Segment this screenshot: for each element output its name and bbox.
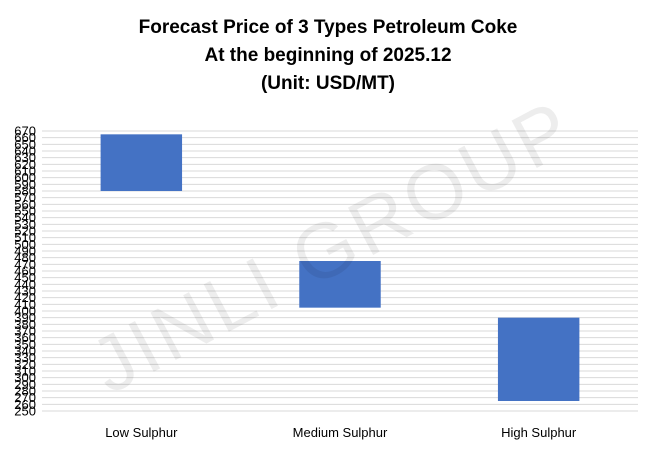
y-tick-label: 570 [14,190,36,205]
y-tick-label: 390 [14,310,36,325]
chart-title: Forecast Price of 3 Types Petroleum Coke… [139,17,518,94]
y-tick-label: 420 [14,290,36,305]
y-tick-label: 650 [14,137,36,152]
y-tick-label: 620 [14,157,36,172]
y-tick-label: 500 [14,237,36,252]
y-tick-label: 440 [14,277,36,292]
y-tick-label: 360 [14,330,36,345]
y-tick-label: 490 [14,244,36,259]
y-tick-label: 550 [14,204,36,219]
y-tick-label: 400 [14,304,36,319]
y-tick-label: 320 [14,357,36,372]
y-tick-label: 660 [14,130,36,145]
y-tick-label: 450 [14,270,36,285]
y-tick-label: 480 [14,250,36,265]
y-tick-label: 380 [14,317,36,332]
x-category-label: Low Sulphur [105,425,178,440]
y-tick-label: 560 [14,197,36,212]
y-tick-label: 430 [14,284,36,299]
x-category-label: High Sulphur [501,425,577,440]
y-axis-tick-labels: 2502602702802903003103203303403503603703… [14,124,36,419]
y-tick-label: 370 [14,324,36,339]
y-tick-label: 260 [14,397,36,412]
y-tick-label: 510 [14,230,36,245]
y-tick-label: 540 [14,210,36,225]
y-tick-label: 340 [14,344,36,359]
y-tick-label: 530 [14,217,36,232]
y-tick-label: 670 [14,124,36,139]
y-tick-label: 590 [14,177,36,192]
y-tick-label: 640 [14,144,36,159]
y-tick-label: 300 [14,370,36,385]
y-tick-label: 250 [14,404,36,419]
y-tick-label: 330 [14,350,36,365]
y-tick-label: 350 [14,337,36,352]
y-tick-label: 290 [14,377,36,392]
y-tick-label: 600 [14,170,36,185]
bar-high-sulphur [497,317,580,401]
y-tick-label: 310 [14,364,36,379]
y-tick-label: 580 [14,184,36,199]
y-tick-label: 460 [14,264,36,279]
y-tick-label: 270 [14,390,36,405]
chart-title-line-2: At the beginning of 2025.12 [204,45,451,66]
chart-title-line-3: (Unit: USD/MT) [261,73,395,94]
x-category-label: Medium Sulphur [293,425,388,440]
x-axis-category-labels: Low Sulphur Medium Sulphur High Sulphur [105,425,577,440]
y-tick-label: 280 [14,384,36,399]
y-tick-label: 630 [14,150,36,165]
bar-medium-sulphur [299,261,381,308]
y-tick-label: 470 [14,257,36,272]
y-tick-label: 520 [14,224,36,239]
chart-title-line-1: Forecast Price of 3 Types Petroleum Coke [139,17,518,38]
bar-low-sulphur [100,134,183,191]
bars [100,134,580,401]
y-tick-label: 610 [14,164,36,179]
y-tick-label: 410 [14,297,36,312]
